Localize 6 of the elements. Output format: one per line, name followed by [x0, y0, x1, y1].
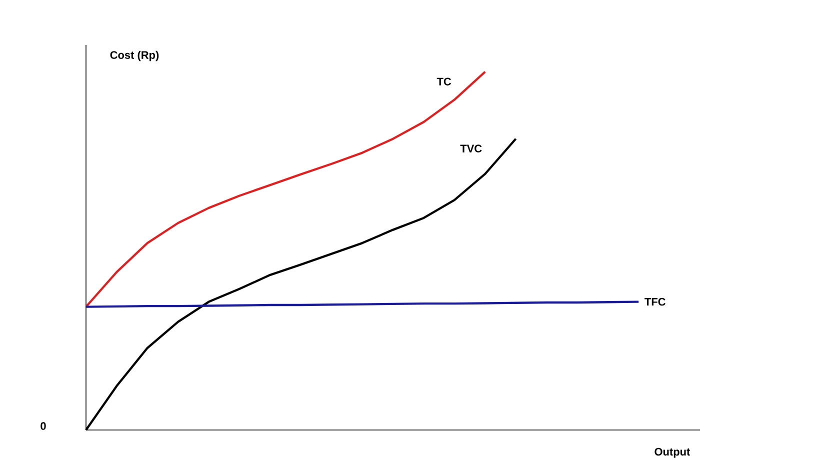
- series-label: TVC: [460, 144, 482, 152]
- x-axis-title: Output: [654, 448, 690, 458]
- y-axis-title: Cost (Rp): [110, 50, 159, 62]
- text: 0: [40, 422, 46, 430]
- series-label: TFC: [644, 298, 666, 306]
- series-label: TC: [436, 78, 452, 86]
